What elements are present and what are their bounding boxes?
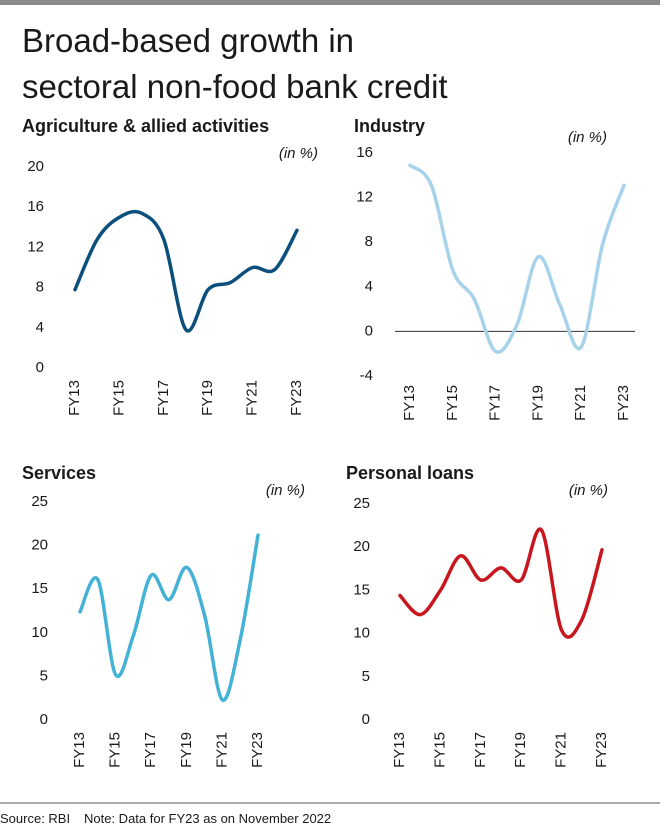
y-tick-label: 12 [356,189,373,206]
y-tick-label: 16 [27,198,44,215]
y-tick-label: 20 [27,158,44,175]
y-tick-label: 5 [40,667,48,684]
y-tick-label: 16 [356,144,373,161]
panel-title: Services [22,463,96,483]
y-tick-label: -4 [360,367,373,384]
x-tick-label: FY23 [593,732,610,768]
unit-label: (in %) [569,482,608,499]
x-tick-label: FY17 [155,380,172,416]
y-tick-label: 10 [31,624,48,641]
y-tick-label: 0 [365,322,373,339]
line-series [73,209,299,333]
y-tick-label: 15 [353,581,370,598]
x-tick-label: FY15 [107,732,124,768]
panel-title: Agriculture & allied activities [22,116,269,136]
note: Note: Data for FY23 as on November 2022 [84,811,331,826]
x-tick-label: FY17 [142,732,159,768]
source: Source: RBI [0,811,70,826]
y-tick-label: 4 [36,319,44,336]
y-tick-label: 5 [362,668,370,685]
y-tick-label: 25 [353,495,370,512]
x-tick-label: FY19 [178,732,195,768]
y-tick-label: 0 [362,711,370,728]
x-tick-label: FY23 [288,380,305,416]
y-tick-label: 12 [27,238,44,255]
x-tick-label: FY15 [110,380,127,416]
y-tick-label: 0 [40,711,48,728]
x-tick-label: FY21 [213,732,230,768]
x-tick-label: FY13 [71,732,88,768]
x-tick-label: FY17 [472,732,489,768]
line-series [78,533,260,702]
y-tick-label: 15 [31,580,48,597]
y-tick-label: 8 [36,279,44,296]
chart-title: Broad-based growth in [22,22,354,59]
x-tick-label: FY13 [66,380,83,416]
x-tick-label: FY13 [391,732,408,768]
unit-label: (in %) [568,129,607,146]
x-tick-label: FY17 [487,385,504,421]
x-tick-label: FY23 [249,732,266,768]
y-tick-label: 25 [31,493,48,510]
chart-title: sectoral non-food bank credit [22,68,448,105]
y-tick-label: 20 [353,538,370,555]
line-series [408,163,626,354]
unit-label: (in %) [266,482,305,499]
y-tick-label: 0 [36,359,44,376]
panel-title: Industry [354,116,425,136]
x-tick-label: FY21 [244,380,261,416]
panel-title: Personal loans [346,463,474,483]
line-series [398,527,604,639]
x-tick-label: FY19 [529,385,546,421]
x-tick-label: FY21 [572,385,589,421]
x-tick-label: FY13 [401,385,418,421]
x-tick-label: FY15 [431,732,448,768]
x-tick-label: FY19 [199,380,216,416]
x-tick-label: FY15 [444,385,461,421]
x-tick-label: FY21 [553,732,570,768]
x-tick-label: FY19 [512,732,529,768]
y-tick-label: 8 [365,233,373,250]
y-tick-label: 20 [31,537,48,554]
y-tick-label: 4 [365,278,373,295]
top-bar [0,0,660,5]
y-tick-label: 10 [353,625,370,642]
x-tick-label: FY23 [615,385,632,421]
unit-label: (in %) [279,145,318,162]
